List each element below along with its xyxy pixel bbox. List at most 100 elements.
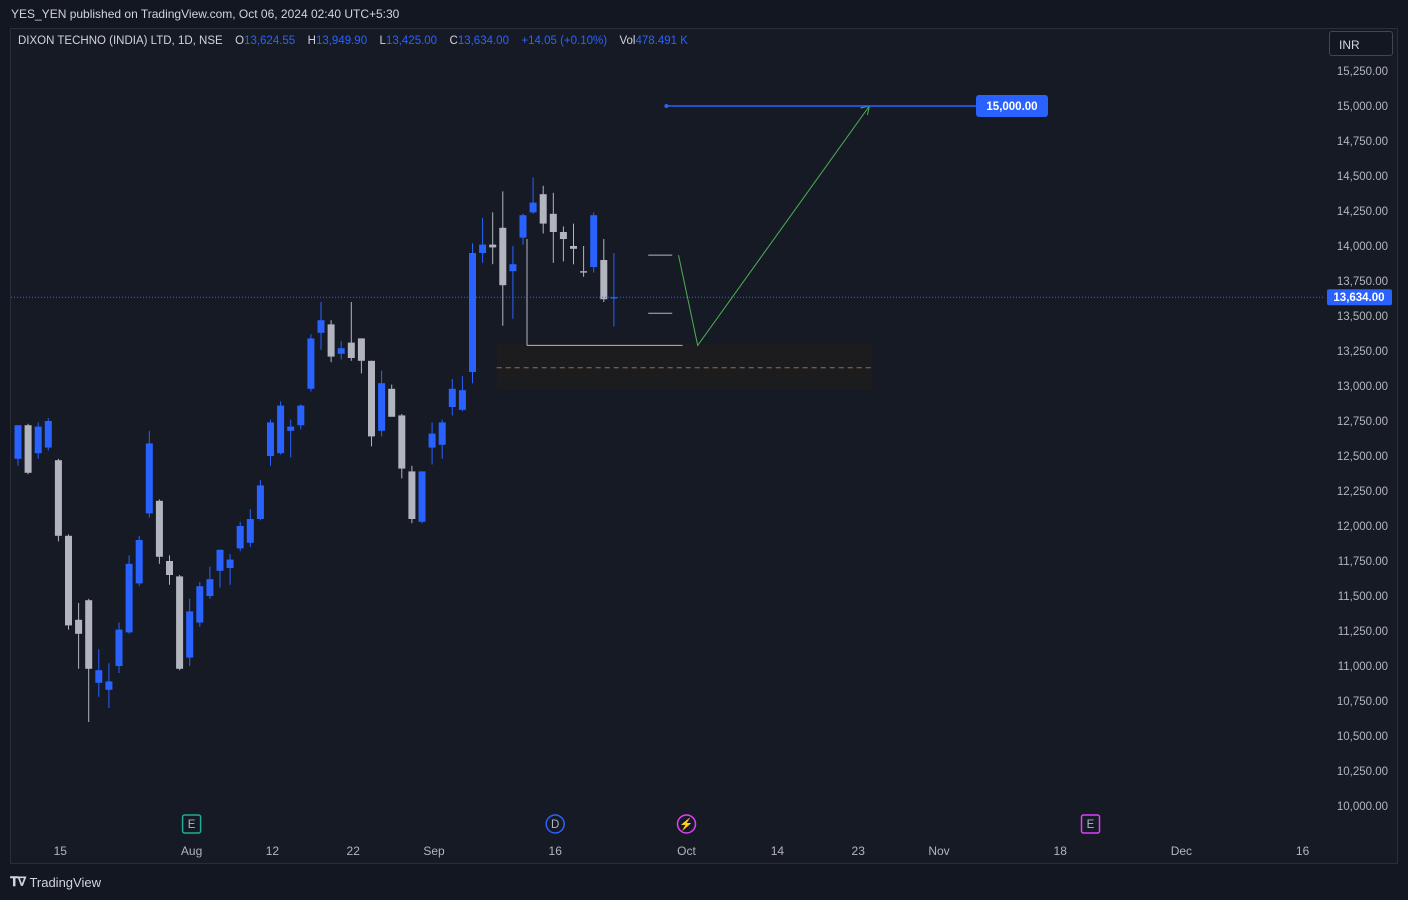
candle-body[interactable] bbox=[509, 264, 517, 272]
candle-body[interactable] bbox=[479, 244, 487, 253]
high-value: 13,949.90 bbox=[315, 35, 368, 47]
candle-body[interactable] bbox=[610, 297, 618, 299]
symbol-legend: DIXON TECHNO (INDIA) LTD, 1D, NSE O13,62… bbox=[18, 35, 688, 47]
candle-body[interactable] bbox=[256, 485, 264, 519]
candle-body[interactable] bbox=[226, 559, 234, 568]
candle-body[interactable] bbox=[357, 338, 365, 361]
candle-body[interactable] bbox=[378, 383, 386, 431]
candle-body[interactable] bbox=[559, 232, 567, 239]
support-zone[interactable] bbox=[496, 344, 873, 391]
candle-body[interactable] bbox=[34, 426, 42, 454]
y-tick-label: 11,500.00 bbox=[1338, 591, 1388, 603]
close-value: 13,634.00 bbox=[457, 35, 509, 47]
earnings-icon[interactable] bbox=[1080, 814, 1101, 834]
candle-body[interactable] bbox=[54, 460, 62, 536]
projection-arrow[interactable] bbox=[678, 105, 870, 347]
candle-body[interactable] bbox=[327, 324, 335, 357]
candle-body[interactable] bbox=[75, 619, 83, 634]
candle-body[interactable] bbox=[539, 194, 547, 224]
candle-body[interactable] bbox=[408, 471, 416, 519]
candle-body[interactable] bbox=[347, 342, 355, 358]
y-tick-label: 14,500.00 bbox=[1337, 171, 1388, 183]
candle-body[interactable] bbox=[428, 433, 436, 448]
candle-body[interactable] bbox=[398, 415, 406, 469]
candle-body[interactable] bbox=[24, 425, 32, 473]
open-label: O bbox=[235, 35, 245, 47]
candle-body[interactable] bbox=[438, 422, 446, 445]
candle-body[interactable] bbox=[115, 629, 123, 666]
candle-body[interactable] bbox=[135, 540, 143, 584]
candle-body[interactable] bbox=[499, 227, 507, 286]
candle-body[interactable] bbox=[145, 443, 153, 514]
candle-body[interactable] bbox=[297, 405, 305, 426]
candle-body[interactable] bbox=[14, 425, 22, 459]
candle-body[interactable] bbox=[125, 563, 133, 633]
y-tick-label: 15,000.00 bbox=[1337, 101, 1388, 113]
candle-body[interactable] bbox=[317, 320, 325, 333]
y-tick-label: 14,000.00 bbox=[1337, 241, 1388, 253]
target-line-anchor[interactable] bbox=[664, 104, 669, 108]
event-marker-label: ⚡ bbox=[679, 817, 693, 831]
y-tick-label: 12,000.00 bbox=[1337, 521, 1388, 533]
candle-body[interactable] bbox=[458, 390, 466, 410]
y-tick-label: 13,250.00 bbox=[1337, 346, 1388, 358]
candle-body[interactable] bbox=[600, 260, 608, 300]
target-price-value: 15,000.00 bbox=[986, 101, 1037, 113]
y-tick-label: 10,250.00 bbox=[1337, 766, 1388, 778]
candle-body[interactable] bbox=[529, 202, 537, 213]
dividend-icon[interactable] bbox=[545, 814, 565, 834]
publisher-line: YES_YEN published on TradingView.com, Oc… bbox=[11, 7, 400, 21]
candle-body[interactable] bbox=[236, 526, 244, 549]
candle-body[interactable] bbox=[166, 561, 173, 575]
x-tick-label: 22 bbox=[347, 844, 361, 858]
currency-button[interactable]: INR bbox=[1329, 31, 1393, 56]
y-tick-label: 14,750.00 bbox=[1337, 136, 1388, 148]
y-tick-label: 11,750.00 bbox=[1338, 556, 1388, 568]
chart-frame[interactable] bbox=[10, 28, 1398, 864]
y-tick-label: 11,000.00 bbox=[1338, 661, 1388, 673]
x-tick-label: Nov bbox=[928, 844, 949, 858]
event-marker-label: D bbox=[551, 819, 559, 831]
candle-body[interactable] bbox=[176, 576, 184, 669]
candle-body[interactable] bbox=[307, 338, 315, 389]
candle-body[interactable] bbox=[368, 360, 375, 437]
candle-body[interactable] bbox=[155, 500, 163, 557]
y-tick-label: 12,250.00 bbox=[1337, 486, 1388, 498]
candle-body[interactable] bbox=[44, 421, 52, 448]
split-event-icon[interactable] bbox=[676, 814, 697, 834]
candle-body[interactable] bbox=[196, 586, 204, 623]
candle-body[interactable] bbox=[469, 253, 476, 372]
candle-body[interactable] bbox=[246, 519, 254, 543]
low-label: L bbox=[379, 35, 386, 47]
candle-body[interactable] bbox=[418, 471, 426, 522]
low-value: 13,425.00 bbox=[385, 35, 438, 47]
candle-body[interactable] bbox=[287, 426, 295, 431]
candle-body[interactable] bbox=[186, 611, 194, 658]
candle-body[interactable] bbox=[105, 681, 113, 690]
candle-body[interactable] bbox=[489, 244, 497, 248]
candle-body[interactable] bbox=[570, 246, 577, 249]
tradingview-logo[interactable]: 𝐓∇ TradingView bbox=[10, 874, 101, 890]
candle-body[interactable] bbox=[95, 670, 103, 683]
earnings-icon[interactable] bbox=[181, 814, 202, 834]
candle-body[interactable] bbox=[85, 600, 93, 669]
target-price-tag[interactable] bbox=[976, 95, 1048, 117]
candle-body[interactable] bbox=[65, 535, 72, 626]
candle-body[interactable] bbox=[206, 579, 214, 596]
candle-body[interactable] bbox=[519, 215, 527, 238]
candle-body[interactable] bbox=[549, 213, 557, 232]
candle-body[interactable] bbox=[580, 271, 588, 273]
tradingview-brand: TradingView bbox=[29, 874, 101, 890]
last-price-tag bbox=[1327, 289, 1392, 306]
candle-body[interactable] bbox=[448, 388, 456, 407]
candle-body[interactable] bbox=[277, 405, 285, 454]
candle-body[interactable] bbox=[590, 215, 598, 267]
candle-body[interactable] bbox=[388, 388, 396, 417]
y-tick-label: 13,750.00 bbox=[1337, 276, 1388, 288]
symbol-name[interactable]: DIXON TECHNO (INDIA) LTD, 1D, NSE bbox=[18, 35, 223, 47]
x-tick-label: Dec bbox=[1171, 844, 1192, 858]
candle-body[interactable] bbox=[267, 422, 274, 456]
candle-body[interactable] bbox=[216, 549, 224, 571]
candle-body[interactable] bbox=[337, 348, 345, 354]
